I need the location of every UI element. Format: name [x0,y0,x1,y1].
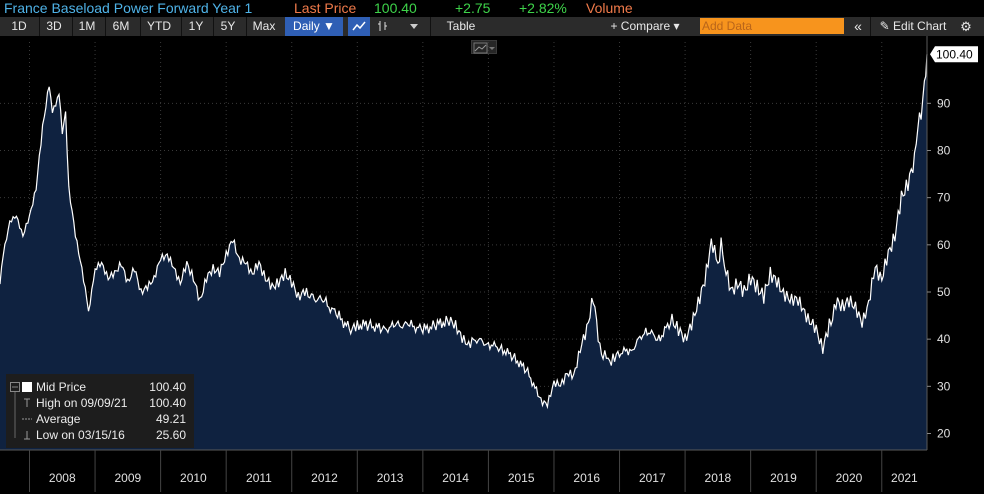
mid-price-swatch-icon [10,382,20,392]
legend-row-mid-price[interactable]: Mid Price 100.40 [6,379,194,395]
price-change-pct: +2.82% [519,0,567,16]
last-price-label: Last Price [294,0,357,16]
low-marker-icon [24,431,30,440]
mini-line-chart-icon [473,42,495,54]
price-line [0,54,928,410]
x-tick-label: 2018 [705,471,732,485]
x-tick-label: 2013 [377,471,404,485]
chart-legend[interactable]: Mid Price 100.40 High on 09/09/21 100.40… [6,374,194,448]
legend-high-value: 100.40 [149,396,186,410]
x-tick-label: 2012 [311,471,338,485]
last-value-tag: 100.40 [930,46,978,63]
x-tick-label: 2009 [114,471,141,485]
settings-gear-icon[interactable]: ⚙ [960,19,972,34]
chevron-down-icon [410,24,418,29]
x-tick-label: 2015 [508,471,535,485]
y-tick-label: 70 [937,191,951,205]
y-tick-label: 60 [937,238,951,252]
range-max-button[interactable]: Max [246,17,281,36]
last-price-value: 100.40 [374,0,417,16]
x-tick-label: 2008 [49,471,76,485]
y-tick-label: 30 [937,379,951,393]
legend-low-label: Low on 03/15/16 [36,428,125,442]
mid-price-color-icon [22,382,32,392]
edit-chart-button[interactable]: ✎ Edit Chart [870,17,955,36]
legend-row-high[interactable]: High on 09/09/21 100.40 [6,395,194,411]
frequency-dropdown[interactable]: Daily ▼ [285,17,343,36]
price-change: +2.75 [455,0,491,16]
chart-selector-icon[interactable] [471,40,497,54]
chart-toolbar: 1D 3D 1M 6M YTD 1Y 5Y Max Daily ▼ Table … [0,17,984,36]
y-tick-label: 50 [937,285,951,299]
x-axis: 2008 2009 2010 2011 2012 2013 2014 2015 2016 2017… [0,449,927,492]
range-3d-button[interactable]: 3D [39,17,68,36]
x-tick-label: 2019 [770,471,797,485]
range-1d-button[interactable]: 1D [11,19,27,33]
x-tick-label: 2010 [180,471,207,485]
legend-average-label: Average [36,412,81,426]
legend-row-low[interactable]: Low on 03/15/16 25.60 [6,427,194,443]
legend-mid-price-label: Mid Price [36,380,87,394]
collapse-button[interactable]: « [854,18,862,34]
legend-high-label: High on 09/09/21 [36,396,128,410]
y-axis: 20 30 40 50 60 70 80 90 [926,36,951,450]
x-tick-label: 2014 [442,471,469,485]
range-ytd-button[interactable]: YTD [140,17,177,36]
x-tick-label: 2017 [639,471,666,485]
range-6m-button[interactable]: 6M [105,17,136,36]
legend-tree-connector [14,392,16,438]
title-bar: France Baseload Power Forward Year 1 Las… [0,0,984,17]
compare-button[interactable]: + Compare ▾ [610,19,680,33]
range-1m-button[interactable]: 1M [72,17,101,36]
last-value-tag-text: 100.40 [936,47,973,61]
legend-mid-price-value: 100.40 [149,380,186,394]
ohlc-bars-icon [378,21,387,31]
bar-chart-type-button[interactable] [374,17,392,36]
x-tick-label: 2011 [246,471,272,485]
table-button[interactable]: Table [430,17,491,36]
line-chart-type-button[interactable] [348,17,370,36]
x-tick-label: 2021 [891,471,918,485]
chart-type-dropdown[interactable] [404,17,424,36]
y-tick-label: 90 [937,96,951,110]
range-5y-button[interactable]: 5Y [213,17,242,36]
add-data-input[interactable]: Add Data [700,18,844,34]
average-marker-icon [22,418,32,420]
line-chart-icon [352,21,366,31]
last-value-tag-shape [930,46,978,63]
high-marker-icon [24,398,30,407]
legend-row-average[interactable]: Average 49.21 [6,411,194,427]
volume-label[interactable]: Volume [586,0,633,16]
x-tick-label: 2020 [836,471,863,485]
y-tick-label: 40 [937,332,951,346]
y-tick-label: 20 [937,426,951,440]
y-tick-label: 80 [937,143,951,157]
range-1y-button[interactable]: 1Y [181,17,210,36]
price-area [0,54,927,451]
security-name: France Baseload Power Forward Year 1 [4,0,253,16]
legend-average-value: 49.21 [155,412,186,426]
x-tick-label: 2016 [573,471,600,485]
legend-low-value: 25.60 [155,428,186,442]
